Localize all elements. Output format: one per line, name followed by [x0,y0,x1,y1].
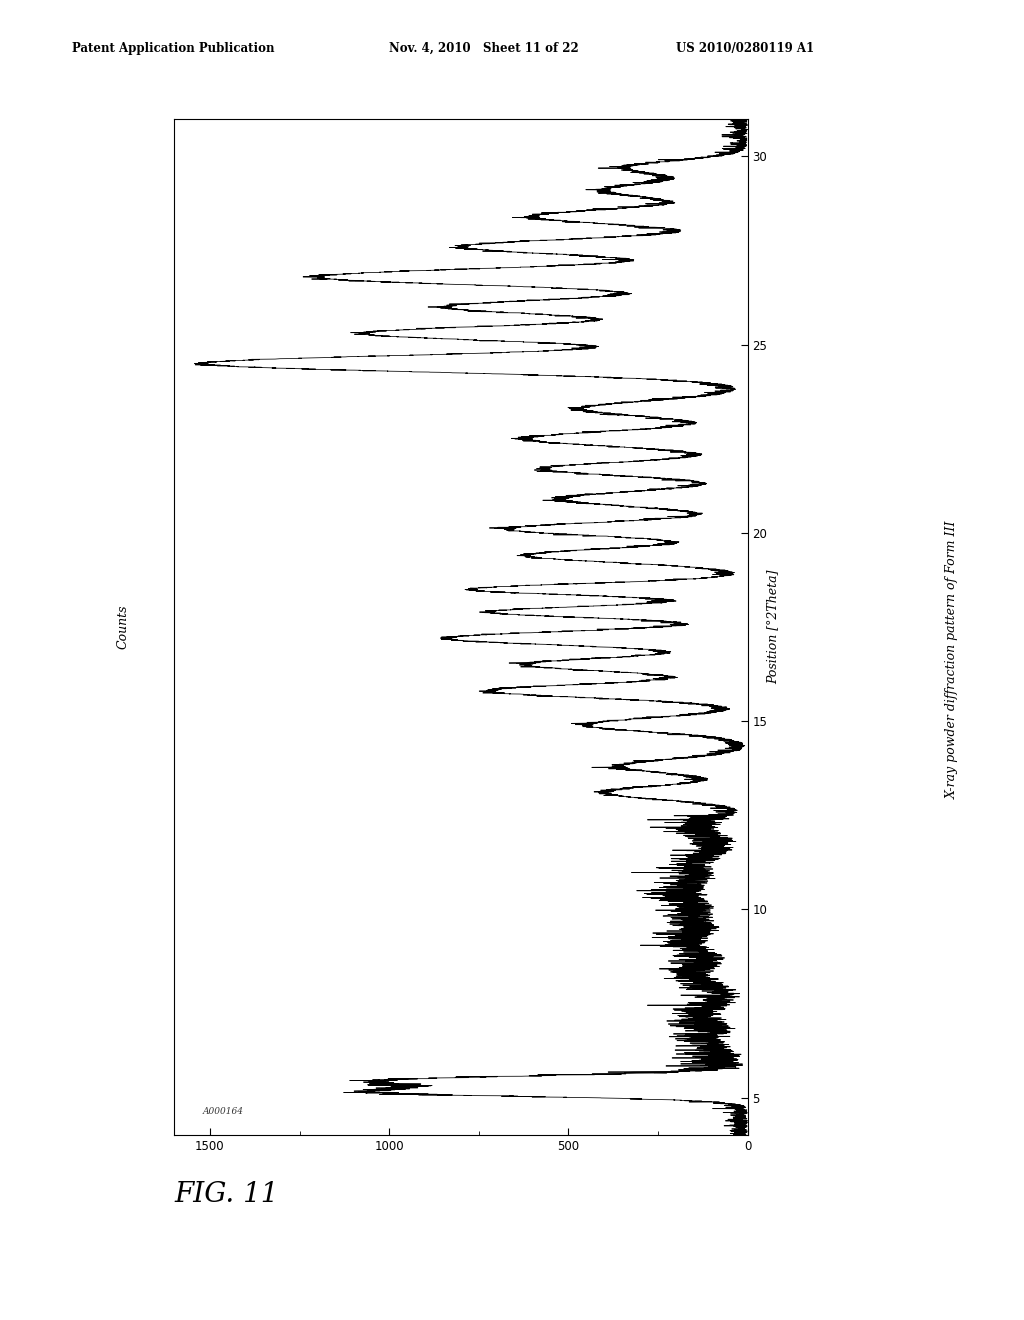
Text: Counts: Counts [117,605,129,649]
Text: Nov. 4, 2010   Sheet 11 of 22: Nov. 4, 2010 Sheet 11 of 22 [389,42,579,55]
Text: Patent Application Publication: Patent Application Publication [72,42,274,55]
Text: FIG. 11: FIG. 11 [174,1181,279,1208]
Text: X-ray powder diffraction pattern of Form III: X-ray powder diffraction pattern of Form… [946,521,958,799]
Text: US 2010/0280119 A1: US 2010/0280119 A1 [676,42,814,55]
Text: Position [°2Theta]: Position [°2Theta] [767,570,779,684]
Text: A000164: A000164 [203,1107,244,1117]
